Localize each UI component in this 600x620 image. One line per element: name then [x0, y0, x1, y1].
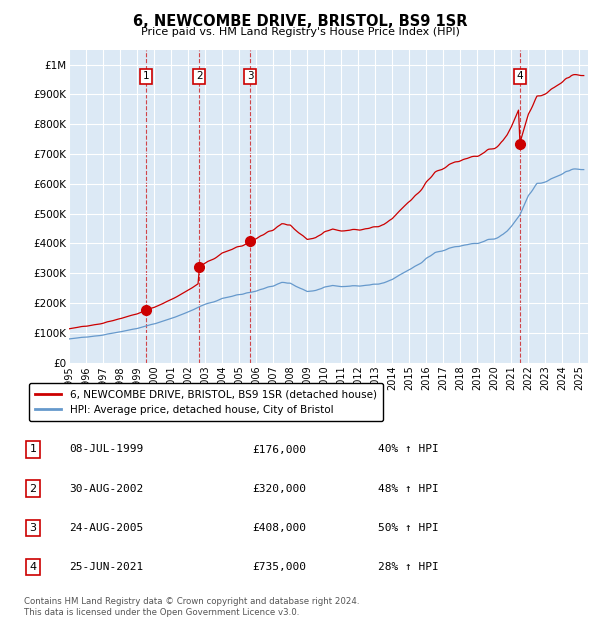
Text: 24-AUG-2005: 24-AUG-2005 [69, 523, 143, 533]
Text: 1: 1 [143, 71, 149, 81]
Text: Contains HM Land Registry data © Crown copyright and database right 2024.
This d: Contains HM Land Registry data © Crown c… [24, 598, 359, 617]
Text: 28% ↑ HPI: 28% ↑ HPI [378, 562, 439, 572]
Text: 30-AUG-2002: 30-AUG-2002 [69, 484, 143, 494]
Text: 1: 1 [29, 445, 37, 454]
Text: 08-JUL-1999: 08-JUL-1999 [69, 445, 143, 454]
Legend: 6, NEWCOMBE DRIVE, BRISTOL, BS9 1SR (detached house), HPI: Average price, detach: 6, NEWCOMBE DRIVE, BRISTOL, BS9 1SR (det… [29, 383, 383, 421]
Text: 48% ↑ HPI: 48% ↑ HPI [378, 484, 439, 494]
Text: 3: 3 [29, 523, 37, 533]
Text: 4: 4 [516, 71, 523, 81]
Text: 2: 2 [29, 484, 37, 494]
Text: 4: 4 [29, 562, 37, 572]
Text: Price paid vs. HM Land Registry's House Price Index (HPI): Price paid vs. HM Land Registry's House … [140, 27, 460, 37]
Text: 40% ↑ HPI: 40% ↑ HPI [378, 445, 439, 454]
Text: 50% ↑ HPI: 50% ↑ HPI [378, 523, 439, 533]
Text: 2: 2 [196, 71, 203, 81]
Text: £735,000: £735,000 [252, 562, 306, 572]
Text: £320,000: £320,000 [252, 484, 306, 494]
Text: £408,000: £408,000 [252, 523, 306, 533]
Text: 25-JUN-2021: 25-JUN-2021 [69, 562, 143, 572]
Text: £176,000: £176,000 [252, 445, 306, 454]
Text: 3: 3 [247, 71, 254, 81]
Text: 6, NEWCOMBE DRIVE, BRISTOL, BS9 1SR: 6, NEWCOMBE DRIVE, BRISTOL, BS9 1SR [133, 14, 467, 29]
